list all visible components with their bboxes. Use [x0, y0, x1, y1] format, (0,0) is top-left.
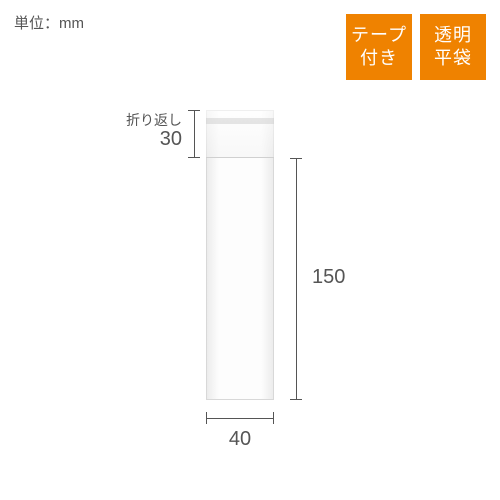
dim-flap-tick-bottom	[188, 157, 200, 158]
dim-flap-line	[194, 110, 195, 158]
dimension-flap-value: 30	[150, 128, 182, 151]
dimension-flap	[186, 110, 204, 158]
bag-tape-strip	[206, 118, 274, 124]
dimension-width-value: 40	[206, 428, 274, 451]
dim-width-line	[206, 418, 274, 419]
dim-height-line	[296, 158, 297, 400]
dimension-height-value: 150	[312, 266, 345, 289]
dimension-flap-caption: 折り返し	[122, 110, 182, 130]
dimension-height	[288, 158, 306, 400]
dimension-width	[206, 410, 274, 428]
dim-width-tick-right	[273, 412, 274, 424]
dim-height-tick-bottom	[290, 399, 302, 400]
product-diagram: 40 150 折り返し 30	[0, 0, 500, 500]
